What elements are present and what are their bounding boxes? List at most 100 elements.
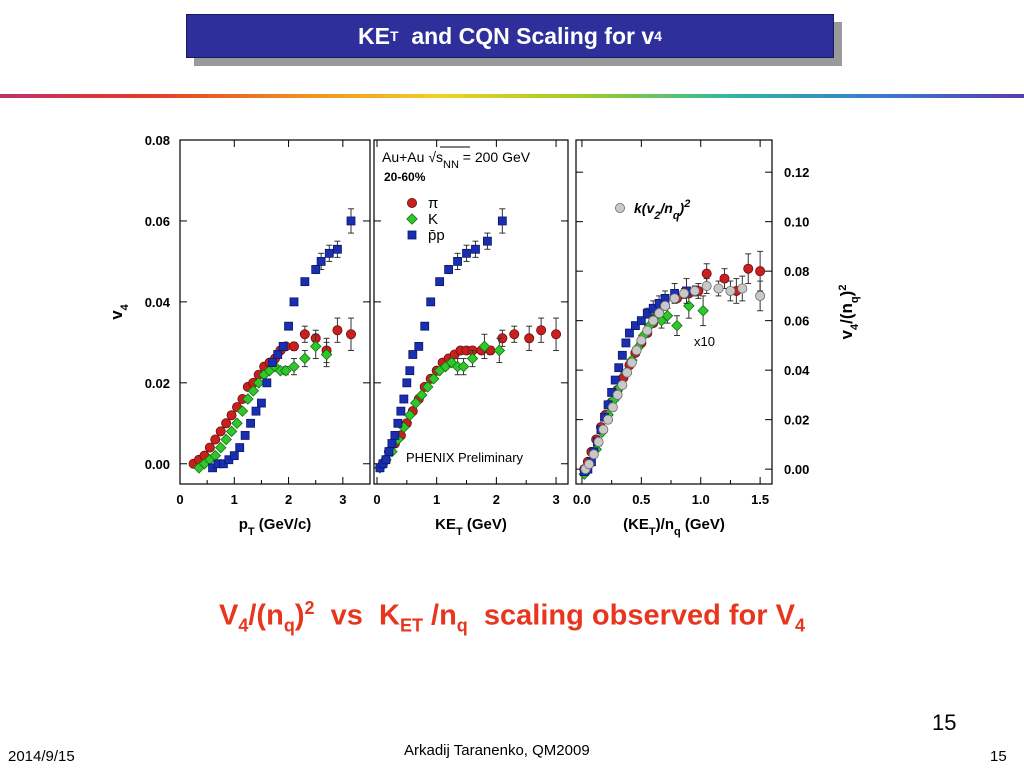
point-kaon: [683, 300, 695, 312]
point-proton: [396, 406, 406, 416]
point-scaled: [642, 325, 653, 336]
point-pion: [719, 273, 730, 284]
x-axis-label: pT (GeV/c): [239, 516, 312, 538]
point-proton: [246, 418, 255, 428]
legend: k(v2/nq)2: [615, 198, 690, 222]
point-proton: [289, 297, 299, 307]
point-proton: [462, 248, 471, 258]
point-proton: [235, 443, 245, 452]
point-proton: [390, 431, 400, 440]
point-scaled: [713, 283, 724, 294]
plot-frame: [373, 139, 569, 485]
point-scaled: [593, 436, 604, 447]
point-proton: [405, 366, 415, 376]
x-axis-label: (KET)/nq (GeV): [623, 516, 725, 538]
x-tick-label: 2: [285, 492, 292, 507]
legend-label-proton: p̄p: [428, 227, 445, 244]
caption-sup: 2: [304, 598, 315, 618]
y-tick-label: 0.00: [784, 462, 809, 477]
y-tick-label: 0.08: [145, 133, 170, 148]
point-proton: [240, 431, 250, 440]
plot-frame: [575, 139, 773, 485]
point-pion: [509, 329, 520, 340]
point-proton: [642, 308, 652, 318]
point-proton: [426, 297, 436, 307]
x-tick-label: 0: [373, 492, 380, 507]
point-scaled: [755, 290, 766, 301]
x-tick-label: 3: [339, 492, 346, 507]
panel-ket: 0 1 2 3 KET (GeV) Au+Au √sNN = 200 GeV20-60%π…: [373, 139, 569, 538]
y-tick-label: 0.12: [784, 165, 809, 180]
slide-number: 15: [932, 710, 957, 735]
point-kaon: [410, 397, 422, 409]
point-proton: [381, 455, 391, 465]
series-kaon: [193, 333, 333, 474]
point-kaon: [457, 360, 470, 373]
footer-date: 2014/9/15: [8, 748, 75, 765]
point-pion: [299, 329, 310, 340]
point-proton: [497, 216, 507, 226]
point-proton: [444, 265, 454, 274]
point-proton: [636, 316, 646, 326]
point-proton: [614, 363, 624, 373]
point-kaon: [225, 425, 238, 438]
title-sub2: 4: [654, 28, 662, 44]
series-proton: [208, 208, 356, 473]
y-axis-label: v4/(nq)2: [837, 285, 861, 340]
point-proton: [621, 338, 631, 348]
x-tick-label: 2: [493, 492, 500, 507]
title-sub: T: [389, 28, 399, 44]
point-kaon: [697, 304, 709, 317]
point-kaon: [280, 364, 292, 377]
point-scaled: [679, 288, 690, 299]
title-rest: and CQN Scaling for v: [398, 22, 655, 49]
caption-part: ): [294, 599, 305, 632]
point-proton: [267, 358, 277, 367]
point-proton: [346, 216, 356, 226]
x-tick-label: 3: [552, 492, 559, 507]
point-proton: [399, 394, 409, 404]
series-pion: [377, 317, 562, 469]
y-tick-label: 0.06: [784, 314, 809, 329]
legend-marker-scaled: [615, 203, 626, 214]
point-scaled: [689, 285, 700, 296]
point-kaon: [247, 385, 260, 397]
point-proton: [420, 321, 430, 331]
point-proton: [610, 375, 620, 385]
point-scaled: [603, 414, 614, 425]
point-kaon: [478, 340, 491, 353]
point-proton: [300, 277, 310, 287]
point-proton: [453, 257, 462, 266]
point-scaled: [598, 424, 609, 435]
point-proton: [387, 439, 397, 448]
point-scaled: [617, 380, 628, 391]
point-kaon: [231, 417, 243, 430]
y-tick-label: 0.02: [784, 413, 809, 428]
point-pion: [226, 410, 237, 421]
point-scaled: [588, 449, 599, 460]
y-axis-label: v4: [107, 303, 131, 319]
point-proton: [278, 341, 288, 351]
point-proton: [316, 257, 326, 266]
caption-part: V: [219, 599, 239, 632]
point-proton: [402, 378, 412, 388]
point-pion: [288, 341, 299, 352]
x-axis-label: KET (GeV): [435, 516, 507, 538]
point-proton: [273, 350, 283, 359]
x-tick-label: 0.0: [573, 492, 591, 507]
point-proton: [435, 277, 445, 287]
point-kaon: [404, 409, 416, 421]
point-kaon: [415, 389, 428, 401]
point-kaon: [427, 373, 440, 385]
panel-scaled: 0.0 0.5 1.0 1.5 0.00 0.02 0.04 0.06 0.08 0.10 0.12…: [573, 139, 861, 538]
legend-marker-kaon: [406, 213, 418, 225]
point-proton: [324, 248, 334, 258]
point-kaon: [299, 352, 311, 365]
point-proton: [630, 321, 640, 331]
rainbow-divider: [0, 94, 1024, 98]
point-pion: [221, 418, 232, 429]
point-pion: [701, 268, 712, 279]
point-kaon: [493, 344, 506, 357]
